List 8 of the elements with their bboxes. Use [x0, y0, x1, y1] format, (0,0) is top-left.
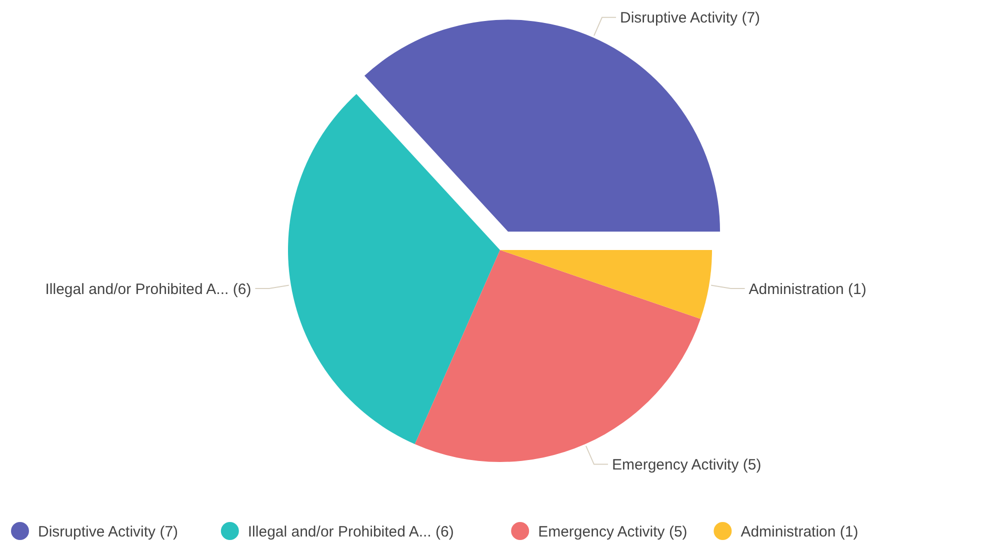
legend-label: Administration (1) [740, 523, 858, 540]
legend-label: Illegal and/or Prohibited A... (6) [248, 523, 454, 540]
slice-label: Disruptive Activity (7) [620, 10, 760, 27]
slice-label: Illegal and/or Prohibited A... (6) [45, 280, 252, 298]
slice-label: Emergency Activity (5) [612, 456, 762, 474]
legend-label: Emergency Activity (5) [538, 523, 688, 540]
slice-label: Administration (1) [748, 280, 866, 298]
legend-label: Disruptive Activity (7) [38, 523, 178, 540]
